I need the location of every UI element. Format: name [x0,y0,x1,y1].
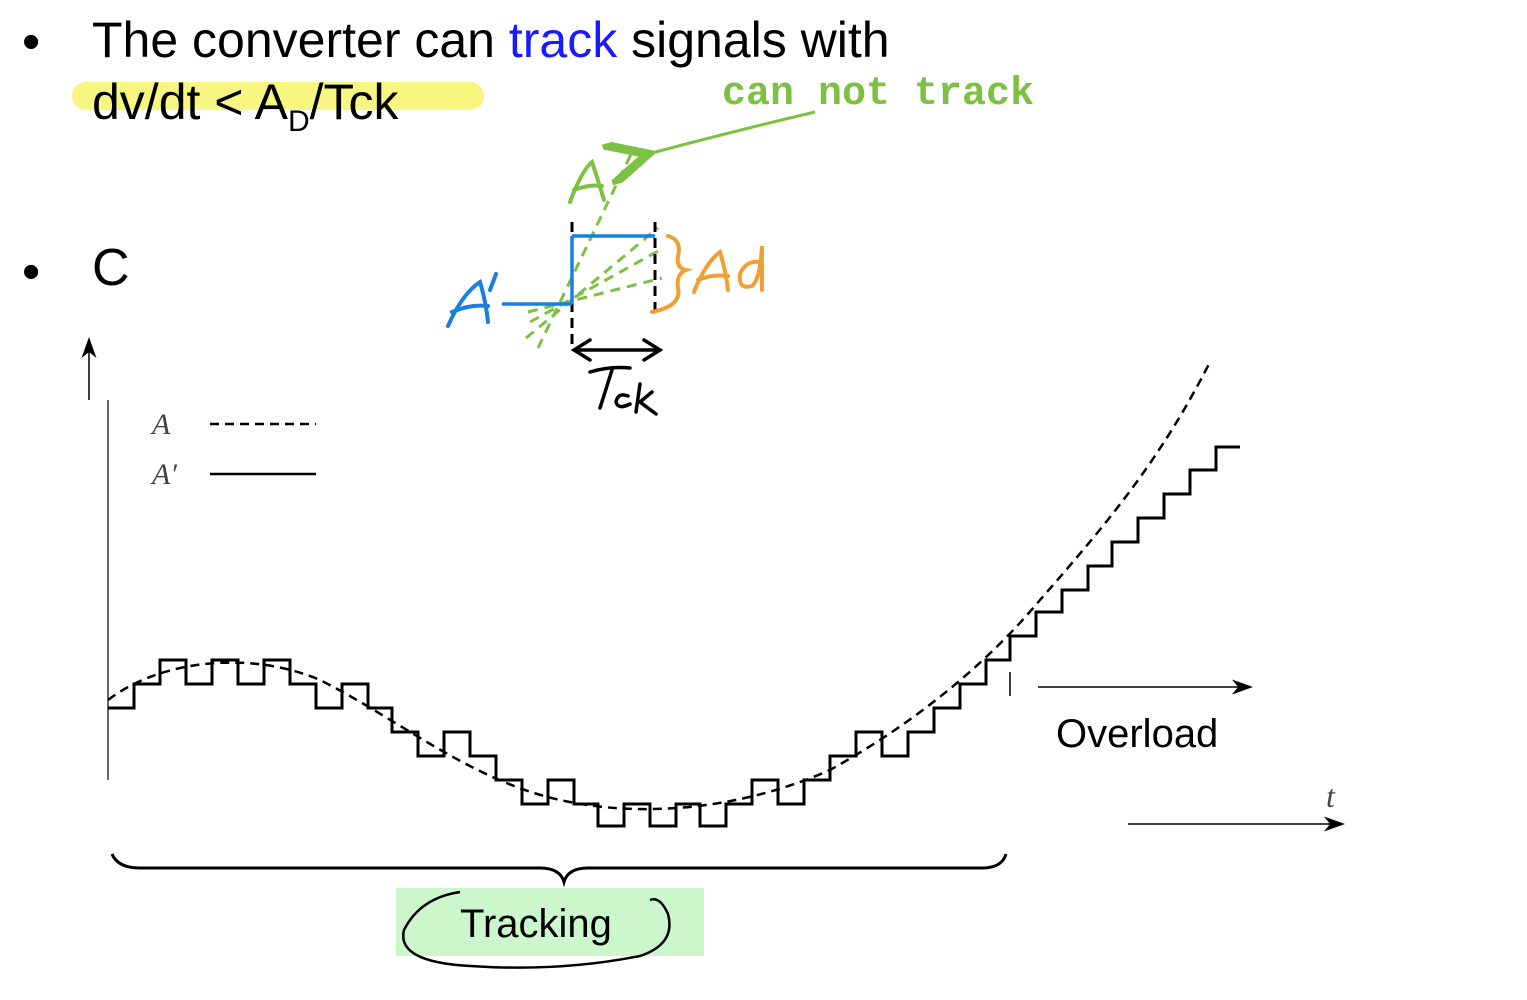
formula-highlight [72,82,484,110]
handwritten-a-prime-blue [446,272,498,328]
t-axis-label: t [1326,778,1335,814]
track-word: track [508,12,618,68]
signal-a-dashed [107,361,1212,811]
bullet-marker-2: • [22,243,41,301]
bullet-text-line1: The converter can track signals with [92,10,890,70]
formula-part-a: dv/dt < A [92,74,288,130]
bullet-text-c: C [92,239,130,297]
line1-suffix: signals with [617,12,890,68]
bullet-marker: • [22,13,41,71]
signal-a-prime-staircase [108,445,1240,828]
bullet-text-line2: dv/dt < AD/Tck [92,72,399,140]
handwritten-ad-orange [692,245,764,294]
tracking-brace [110,853,1008,888]
line1-prefix: The converter can [92,12,509,68]
tracking-label: Tracking [460,902,612,946]
cannot-track-label: can not track [722,72,1035,117]
handwritten-tck [588,365,658,416]
a-prime-step [502,234,655,306]
handwritten-a-green [568,158,606,204]
cannot-track-arrow [648,110,816,154]
slope-lines [525,147,663,349]
overload-label: Overload [1056,712,1219,756]
tck-arrow [570,338,664,362]
tracking-circle [401,890,671,969]
legend-label-a: A [152,408,171,441]
ad-brace [650,234,693,314]
formula-part-b: /Tck [309,74,399,130]
formula-subscript: D [287,105,310,138]
legend-label-a-prime: A′ [152,458,177,491]
